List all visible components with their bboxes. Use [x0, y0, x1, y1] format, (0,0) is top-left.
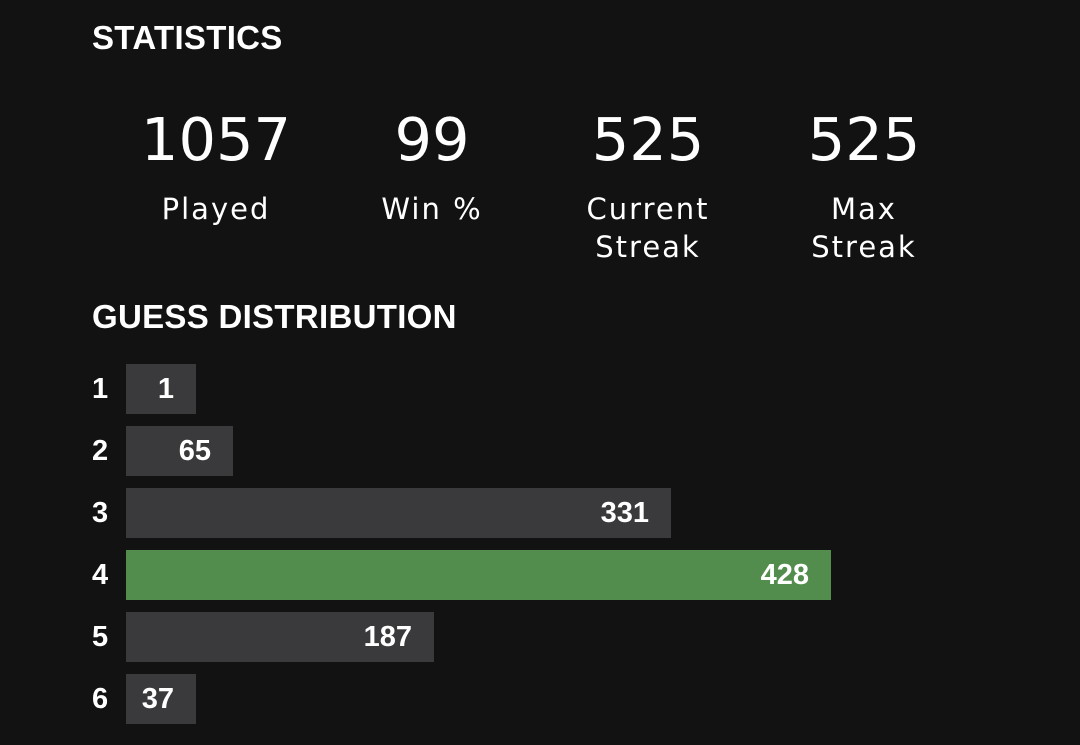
- guess-count: 65: [178, 434, 211, 467]
- statistics-panel: 1057 Played 99 Win % 525 Current Streak …: [108, 106, 972, 266]
- guess-number: 1: [92, 372, 109, 405]
- stat-played: 1057 Played: [108, 106, 324, 266]
- stat-current-streak: 525 Current Streak: [540, 106, 756, 266]
- guess-number: 5: [92, 620, 109, 653]
- guess-distribution-heading: GUESS DISTRIBUTION: [92, 298, 457, 335]
- guess-bar: 1: [126, 364, 196, 414]
- stat-label: Current Streak: [586, 192, 710, 264]
- stat-label: Played: [161, 192, 271, 226]
- stat-label: Win %: [381, 192, 483, 226]
- guess-count: 37: [141, 682, 174, 715]
- guess-count: 187: [363, 620, 412, 653]
- stat-value: 525: [807, 105, 921, 174]
- stat-label: Max Streak: [811, 192, 917, 264]
- guess-number: 6: [92, 682, 109, 715]
- guess-number: 3: [92, 496, 109, 529]
- guess-number: 4: [92, 558, 109, 591]
- guess-distribution-graph: 1 1 2 65 3 331 4 428 5 187 6 37: [92, 364, 992, 736]
- guess-bar: 65: [126, 426, 233, 476]
- guess-number: 2: [92, 434, 109, 467]
- guess-row-3: 3 331: [92, 488, 992, 538]
- stat-value: 1057: [140, 105, 292, 174]
- guess-row-5: 5 187: [92, 612, 992, 662]
- stat-value: 525: [591, 105, 705, 174]
- stat-value: 99: [394, 105, 470, 174]
- guess-bar: 37: [126, 674, 196, 724]
- guess-bar: 331: [126, 488, 671, 538]
- guess-row-6: 6 37: [92, 674, 992, 724]
- guess-count: 428: [760, 558, 809, 591]
- stat-max-streak: 525 Max Streak: [756, 106, 972, 266]
- statistics-heading: STATISTICS: [92, 19, 283, 56]
- guess-count: 331: [600, 496, 649, 529]
- guess-count: 1: [157, 372, 174, 405]
- stat-win-percent: 99 Win %: [324, 106, 540, 266]
- guess-row-2: 2 65: [92, 426, 992, 476]
- guess-bar: 187: [126, 612, 434, 662]
- guess-row-4: 4 428: [92, 550, 992, 600]
- guess-bar-highlighted: 428: [126, 550, 831, 600]
